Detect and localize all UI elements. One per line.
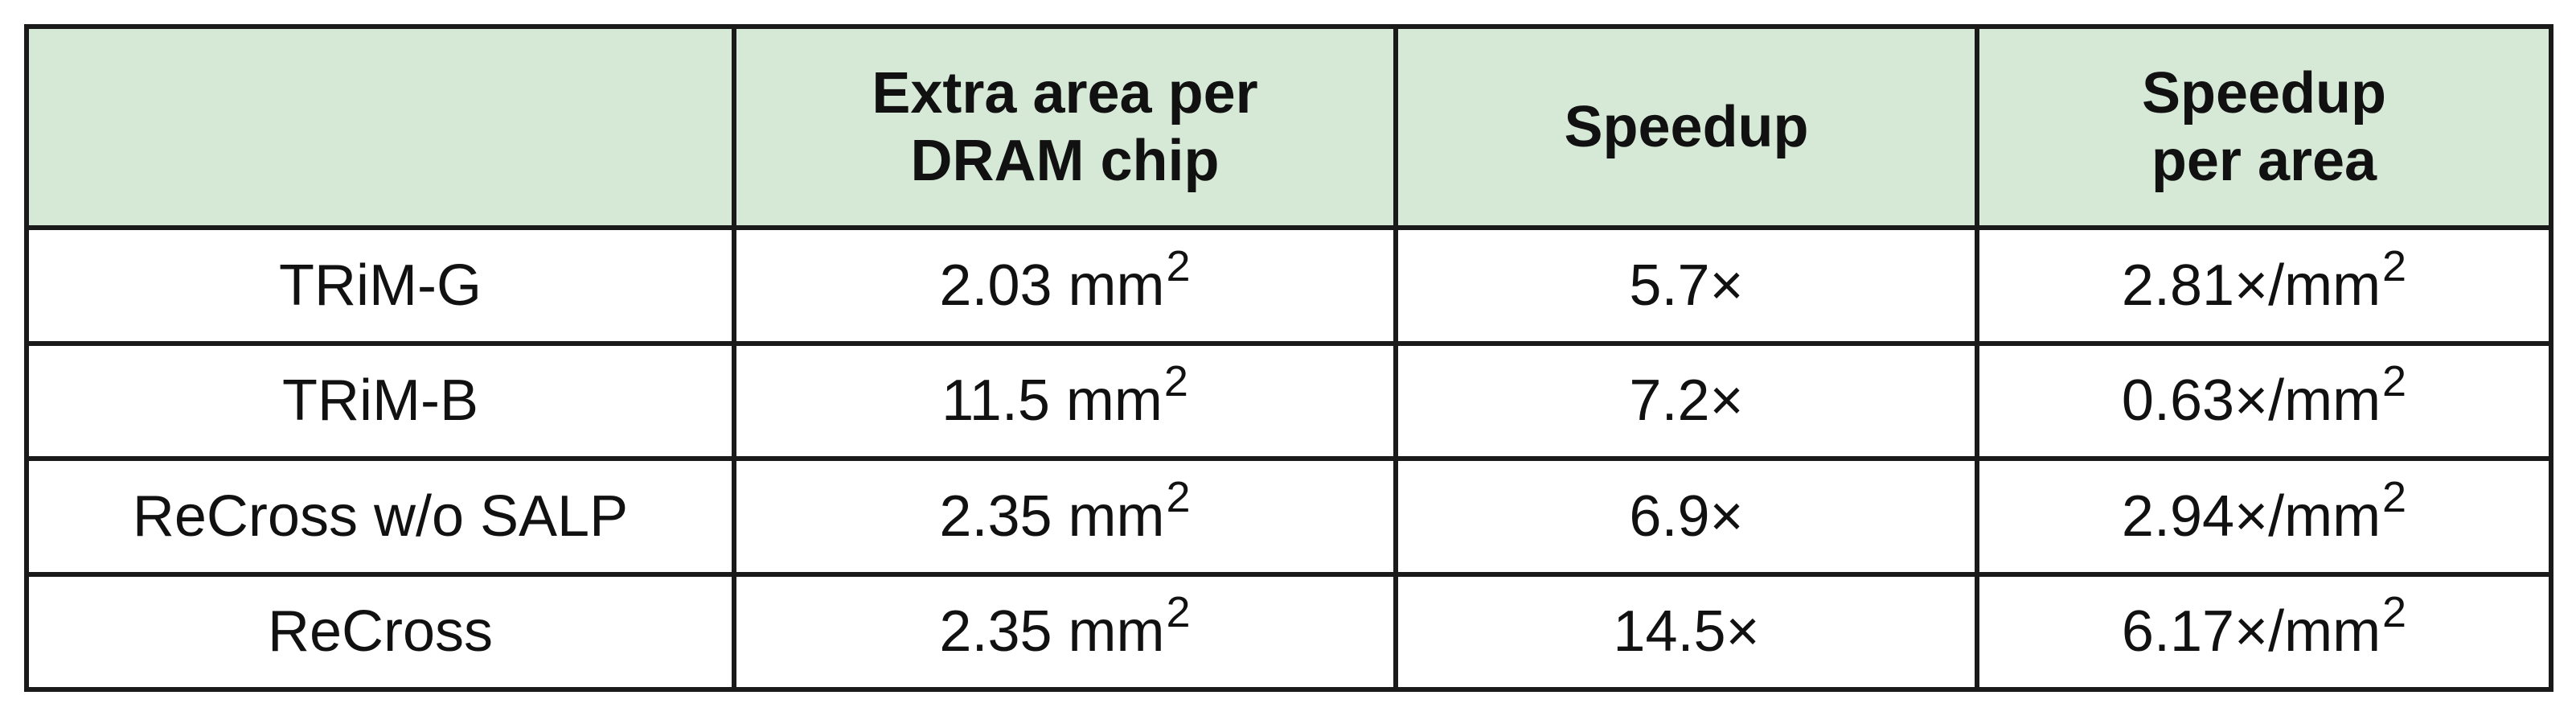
speedup-cell: 5.7× (1393, 225, 1979, 346)
row-name-cell: ReCross (24, 571, 736, 692)
table-header: Extra area per DRAM chip Speedup Speedup… (24, 24, 2553, 230)
table-row: ReCross 2.35 mm2 14.5× 6.17×/mm2 (24, 571, 2553, 692)
header-speedup-per-area-line-1: Speedup (2141, 61, 2387, 126)
extra-area-value: 2.35 mm (939, 599, 1165, 665)
header-speedup-per-area-line-2: per area (2151, 129, 2377, 193)
table-body: TRiM-G 2.03 mm2 5.7× 2.81×/mm2 TRiM-B 11… (24, 225, 2553, 692)
speedup-per-area-exponent: 2 (2382, 472, 2407, 521)
speedup-per-area-cell: 6.17×/mm2 (1975, 571, 2553, 692)
extra-area-cell: 2.35 mm2 (732, 571, 1398, 692)
extra-area-value: 2.03 mm (939, 253, 1165, 318)
header-row: Extra area per DRAM chip Speedup Speedup… (24, 24, 2553, 230)
speedup-cell: 14.5× (1393, 571, 1979, 692)
extra-area-exponent: 2 (1166, 241, 1191, 290)
header-extra-area-line-1: Extra area per (872, 61, 1258, 126)
speedup-per-area-exponent: 2 (2382, 588, 2407, 637)
table-row: TRiM-G 2.03 mm2 5.7× 2.81×/mm2 (24, 225, 2553, 346)
row-name-cell: TRiM-B (24, 340, 736, 461)
speedup-cell: 6.9× (1393, 456, 1979, 577)
speedup-per-area-cell: 2.94×/mm2 (1975, 456, 2553, 577)
speedup-per-area-value: 6.17×/mm (2121, 599, 2381, 665)
extra-area-cell: 11.5 mm2 (732, 340, 1398, 461)
speedup-per-area-cell: 2.81×/mm2 (1975, 225, 2553, 346)
header-cell-extra-area: Extra area per DRAM chip (732, 24, 1398, 230)
extra-area-value: 2.35 mm (939, 484, 1165, 549)
header-cell-speedup: Speedup (1393, 24, 1979, 230)
speedup-per-area-exponent: 2 (2382, 357, 2407, 406)
speedup-per-area-value: 2.81×/mm (2121, 253, 2381, 318)
extra-area-cell: 2.35 mm2 (732, 456, 1398, 577)
comparison-table: Extra area per DRAM chip Speedup Speedup… (24, 24, 2553, 692)
row-name-cell: ReCross w/o SALP (24, 456, 736, 577)
speedup-per-area-exponent: 2 (2382, 241, 2407, 290)
header-cell-speedup-per-area: Speedup per area (1975, 24, 2553, 230)
header-speedup-label: Speedup (1564, 95, 1809, 159)
speedup-per-area-value: 0.63×/mm (2121, 368, 2381, 434)
extra-area-exponent: 2 (1166, 588, 1191, 637)
speedup-per-area-value: 2.94×/mm (2121, 484, 2381, 549)
extra-area-cell: 2.03 mm2 (732, 225, 1398, 346)
extra-area-value: 11.5 mm (941, 368, 1163, 434)
header-cell-empty (24, 24, 736, 230)
speedup-per-area-cell: 0.63×/mm2 (1975, 340, 2553, 461)
table-row: ReCross w/o SALP 2.35 mm2 6.9× 2.94×/mm2 (24, 456, 2553, 577)
row-name-cell: TRiM-G (24, 225, 736, 346)
speedup-cell: 7.2× (1393, 340, 1979, 461)
extra-area-exponent: 2 (1166, 472, 1191, 521)
extra-area-exponent: 2 (1163, 357, 1188, 406)
table-row: TRiM-B 11.5 mm2 7.2× 0.63×/mm2 (24, 340, 2553, 461)
header-extra-area-line-2: DRAM chip (910, 129, 1220, 193)
